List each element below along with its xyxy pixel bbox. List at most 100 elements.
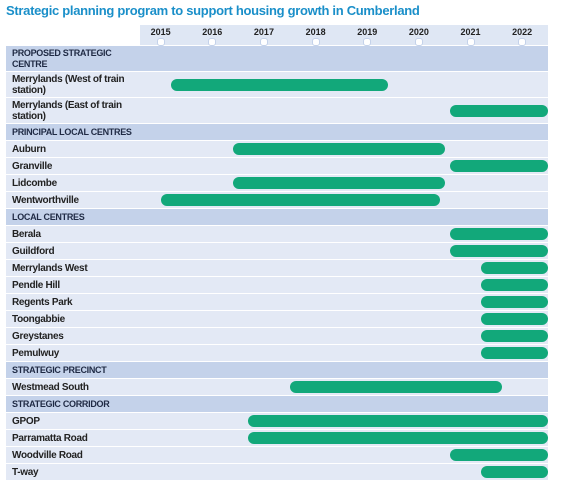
- task-label: Regents Park: [12, 297, 73, 308]
- bar: [480, 296, 548, 308]
- task-row: Auburn: [6, 141, 548, 157]
- group-header: PROPOSED STRATEGIC CENTRE: [6, 46, 548, 71]
- task-label: Westmead South: [12, 382, 89, 393]
- x-tick-label: 2015: [150, 27, 171, 37]
- timeline: [140, 175, 548, 191]
- task-row: Berala: [6, 226, 548, 242]
- task-label: Auburn: [12, 144, 46, 155]
- bar: [449, 228, 548, 240]
- bar: [480, 466, 548, 478]
- timeline: [140, 430, 548, 446]
- group-label: LOCAL CENTRES: [12, 212, 85, 222]
- timeline: [140, 141, 548, 157]
- task-row: Toongabbie: [6, 311, 548, 327]
- task-row: Pendle Hill: [6, 277, 548, 293]
- timeline: [140, 464, 548, 480]
- tick-mark: [208, 38, 217, 46]
- task-label: Lidcombe: [12, 178, 57, 189]
- x-tick-label: 2019: [357, 27, 378, 37]
- timeline: [140, 226, 548, 242]
- task-label: Wentworthville: [12, 195, 79, 206]
- task-row: Granville: [6, 158, 548, 174]
- task-label: Merrylands West: [12, 263, 88, 274]
- timeline: [140, 98, 548, 123]
- task-row: GPOP: [6, 413, 548, 429]
- task-row: Pemulwuy: [6, 345, 548, 361]
- task-row: Parramatta Road: [6, 430, 548, 446]
- task-row: Wentworthville: [6, 192, 548, 208]
- x-tick-label: 2022: [512, 27, 533, 37]
- group-header: PRINCIPAL LOCAL CENTRES: [6, 124, 548, 140]
- task-label: Greystanes: [12, 331, 64, 342]
- x-tick-label: 2021: [460, 27, 481, 37]
- timeline: [140, 328, 548, 344]
- bar: [449, 449, 548, 461]
- bar: [480, 313, 548, 325]
- timeline: [140, 311, 548, 327]
- group-header: STRATEGIC PRECINCT: [6, 362, 548, 378]
- bar: [449, 160, 548, 172]
- task-label: Woodville Road: [12, 450, 83, 461]
- group-label: PRINCIPAL LOCAL CENTRES: [12, 127, 132, 137]
- bar: [480, 262, 548, 274]
- task-row: Guildford: [6, 243, 548, 259]
- axis-label-cell: [6, 34, 144, 37]
- timeline: [140, 243, 548, 259]
- bar: [160, 194, 440, 206]
- x-tick-label: 2018: [305, 27, 326, 37]
- timeline: [140, 345, 548, 361]
- x-tick-label: 2017: [253, 27, 274, 37]
- bar: [289, 381, 502, 393]
- task-label: T-way: [12, 467, 39, 478]
- axis-row: 2015 2016 2017 2018 2019 2020 2021 2022: [6, 25, 548, 46]
- task-label: Toongabbie: [12, 314, 65, 325]
- task-label: Parramatta Road: [12, 433, 88, 444]
- timeline: [140, 413, 548, 429]
- bar: [248, 432, 548, 444]
- timeline: [140, 158, 548, 174]
- timeline: [140, 192, 548, 208]
- group-label: PROPOSED STRATEGIC CENTRE: [12, 48, 112, 69]
- task-label: Granville: [12, 161, 53, 172]
- task-row: Greystanes: [6, 328, 548, 344]
- bar: [170, 78, 388, 91]
- timeline: [140, 72, 548, 97]
- task-label: Pemulwuy: [12, 348, 60, 359]
- task-row: Merrylands (West of train station): [6, 72, 548, 97]
- task-row: Lidcombe: [6, 175, 548, 191]
- tick-mark: [259, 38, 268, 46]
- x-tick-label: 2016: [202, 27, 223, 37]
- tick-mark: [414, 38, 423, 46]
- bar: [480, 330, 548, 342]
- gantt-table: 2015 2016 2017 2018 2019 2020 2021 2022 PROPOSED…: [6, 25, 548, 481]
- timeline: [140, 260, 548, 276]
- group-header: STRATEGIC CORRIDOR: [6, 396, 548, 412]
- group-label: STRATEGIC PRECINCT: [12, 365, 107, 375]
- bar: [449, 245, 548, 257]
- x-tick-label: 2020: [408, 27, 429, 37]
- tick-mark: [466, 38, 475, 46]
- task-row: Woodville Road: [6, 447, 548, 463]
- group-label: STRATEGIC CORRIDOR: [12, 399, 110, 409]
- group-header: LOCAL CENTRES: [6, 209, 548, 225]
- task-label: Guildford: [12, 246, 55, 257]
- task-row: T-way: [6, 464, 548, 480]
- bar: [248, 415, 548, 427]
- task-label: Merrylands (East of train station): [12, 100, 122, 122]
- task-row: Westmead South: [6, 379, 548, 395]
- timeline: [140, 379, 548, 395]
- timeline: [140, 277, 548, 293]
- task-label: GPOP: [12, 416, 40, 427]
- timeline: [140, 294, 548, 310]
- tick-mark: [156, 38, 165, 46]
- task-row: Merrylands West: [6, 260, 548, 276]
- task-label: Merrylands (West of train station): [12, 74, 125, 96]
- chart-title: Strategic planning program to support ho…: [6, 3, 420, 18]
- bar: [449, 104, 548, 117]
- tick-mark: [311, 38, 320, 46]
- tick-mark: [363, 38, 372, 46]
- bar: [232, 177, 445, 189]
- axis-band: 2015 2016 2017 2018 2019 2020 2021 2022: [140, 25, 548, 46]
- tick-mark: [518, 38, 527, 46]
